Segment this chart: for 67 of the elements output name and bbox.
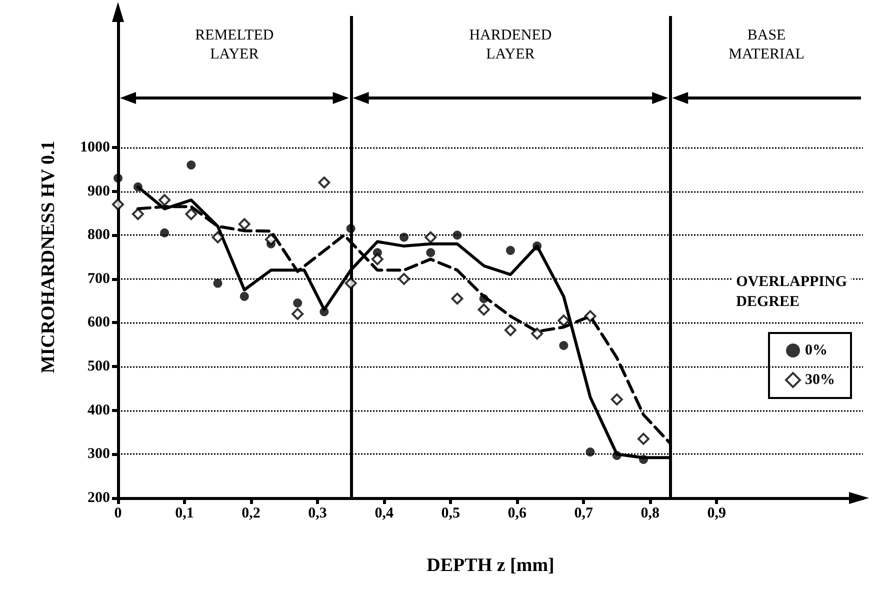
annotation: BASE MATERIAL <box>728 27 804 62</box>
x-tick-label: 0 <box>114 506 122 522</box>
point <box>398 272 410 285</box>
point <box>186 160 196 170</box>
x-tick-label: 0,7 <box>574 506 594 522</box>
point <box>293 298 302 308</box>
y-tick-label: 400 <box>88 402 110 418</box>
point <box>160 228 170 238</box>
y-tick-label: 600 <box>88 314 110 331</box>
point <box>240 292 249 301</box>
point <box>504 324 516 336</box>
legend-title: OVERLAPPING DEGREE <box>736 274 848 310</box>
x-tick-label: 0,8 <box>640 506 660 522</box>
y-tick-label: 1000 <box>80 139 110 156</box>
x-tick-label: 0,9 <box>707 506 726 522</box>
point <box>371 253 384 266</box>
point <box>532 242 542 251</box>
point <box>112 198 124 210</box>
point <box>185 208 198 220</box>
y-axis-title: MICROHARDNESS HV 0.1 <box>38 140 59 374</box>
point <box>426 248 436 258</box>
y-tick-label: 700 <box>88 270 110 287</box>
point <box>559 341 568 350</box>
point <box>531 328 544 340</box>
point <box>586 447 595 456</box>
y-tick-label: 300 <box>88 446 110 462</box>
point <box>478 304 490 316</box>
point <box>506 246 515 255</box>
point <box>612 451 622 460</box>
x-tick-label: 0,5 <box>441 506 460 522</box>
y-tick-label: 500 <box>88 358 110 375</box>
point <box>320 307 329 316</box>
point <box>639 454 648 464</box>
point <box>158 194 171 206</box>
point <box>213 278 222 288</box>
point <box>238 218 250 230</box>
point <box>318 176 330 189</box>
point <box>132 208 144 220</box>
point <box>114 174 122 183</box>
x-tick-label: 0,2 <box>242 506 260 522</box>
point <box>346 224 356 234</box>
point <box>133 182 142 192</box>
point <box>558 314 570 327</box>
x-tick-label: 0,6 <box>508 506 527 522</box>
point <box>451 292 464 305</box>
y-tick-label: 900 <box>88 183 110 200</box>
annotation: REMELTED LAYER <box>195 27 274 62</box>
legend-label: 0% <box>805 342 828 358</box>
legend-label: 30% <box>805 372 835 388</box>
point <box>212 231 224 244</box>
point <box>610 393 623 406</box>
y-tick-label: 800 <box>88 227 110 244</box>
x-axis-title: DEPTH z [mm] <box>426 555 554 576</box>
point <box>479 294 488 304</box>
x-tick-label: 0,3 <box>308 506 327 522</box>
annotation: HARDENED LAYER <box>469 27 552 62</box>
x-tick-label: 0,4 <box>374 506 394 522</box>
point <box>344 277 357 290</box>
point <box>452 230 462 240</box>
point <box>584 310 596 322</box>
y-tick-label: 200 <box>88 490 110 506</box>
point <box>400 232 409 242</box>
point <box>292 308 304 320</box>
point <box>264 233 277 246</box>
point <box>424 231 437 244</box>
x-tick-label: 0,1 <box>175 506 194 522</box>
point <box>637 432 650 445</box>
